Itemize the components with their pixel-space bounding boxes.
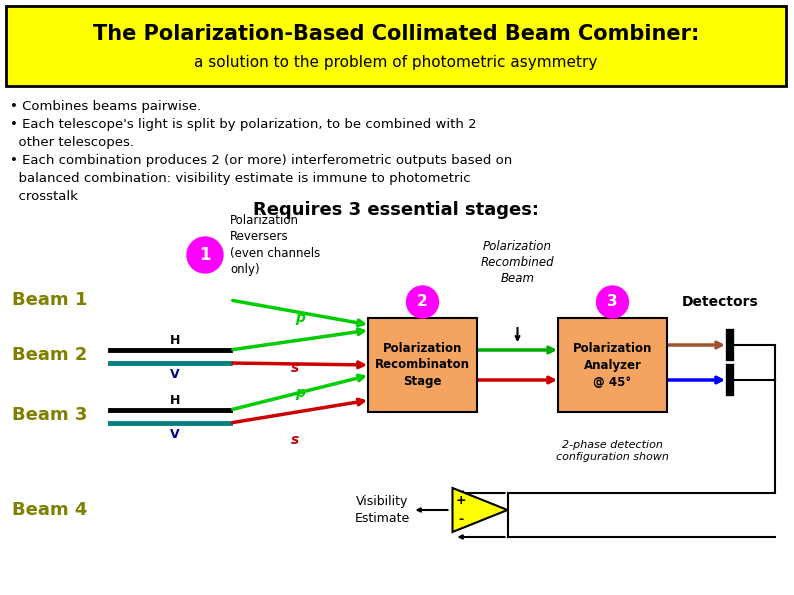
Text: Beam 2: Beam 2 <box>12 346 87 364</box>
Text: 2-phase detection
configuration shown: 2-phase detection configuration shown <box>556 440 669 462</box>
Text: • Combines beams pairwise.: • Combines beams pairwise. <box>10 100 201 113</box>
Text: H: H <box>170 393 180 406</box>
Circle shape <box>187 237 223 273</box>
Text: s: s <box>291 361 299 375</box>
Text: V: V <box>170 428 179 441</box>
Text: Beam 3: Beam 3 <box>12 406 87 424</box>
Text: Polarization
Reversers
(even channels
only): Polarization Reversers (even channels on… <box>230 214 320 276</box>
FancyBboxPatch shape <box>558 318 667 412</box>
Text: balanced combination: visibility estimate is immune to photometric: balanced combination: visibility estimat… <box>10 172 471 185</box>
Text: Requires 3 essential stages:: Requires 3 essential stages: <box>253 201 539 219</box>
Text: H: H <box>170 334 180 346</box>
FancyBboxPatch shape <box>368 318 477 412</box>
Text: Visibility
Estimate: Visibility Estimate <box>355 496 410 525</box>
Text: The Polarization-Based Collimated Beam Combiner:: The Polarization-Based Collimated Beam C… <box>93 24 700 44</box>
Text: 1: 1 <box>199 246 210 264</box>
Text: crosstalk: crosstalk <box>10 190 78 203</box>
Text: Detectors: Detectors <box>681 295 758 309</box>
Text: +: + <box>455 493 466 506</box>
Text: V: V <box>170 368 179 381</box>
Text: 2: 2 <box>417 295 428 309</box>
Text: Polarization
Recombinaton
Stage: Polarization Recombinaton Stage <box>375 342 470 389</box>
Text: Polarization
Recombined
Beam: Polarization Recombined Beam <box>480 240 554 285</box>
Text: p: p <box>295 311 305 325</box>
Text: other telescopes.: other telescopes. <box>10 136 134 149</box>
Text: -: - <box>458 513 463 527</box>
Text: s: s <box>291 433 299 447</box>
Circle shape <box>596 286 629 318</box>
Text: Beam 4: Beam 4 <box>12 501 87 519</box>
Text: 3: 3 <box>607 295 618 309</box>
Text: • Each telescope's light is split by polarization, to be combined with 2: • Each telescope's light is split by pol… <box>10 118 476 131</box>
Text: • Each combination produces 2 (or more) interferometric outputs based on: • Each combination produces 2 (or more) … <box>10 154 512 167</box>
Polygon shape <box>453 488 507 532</box>
FancyBboxPatch shape <box>6 6 786 86</box>
Text: p: p <box>295 386 305 400</box>
Text: Polarization
Analyzer
@ 45°: Polarization Analyzer @ 45° <box>572 342 652 389</box>
Circle shape <box>407 286 438 318</box>
Text: a solution to the problem of photometric asymmetry: a solution to the problem of photometric… <box>195 55 598 70</box>
Text: Beam 1: Beam 1 <box>12 291 87 309</box>
